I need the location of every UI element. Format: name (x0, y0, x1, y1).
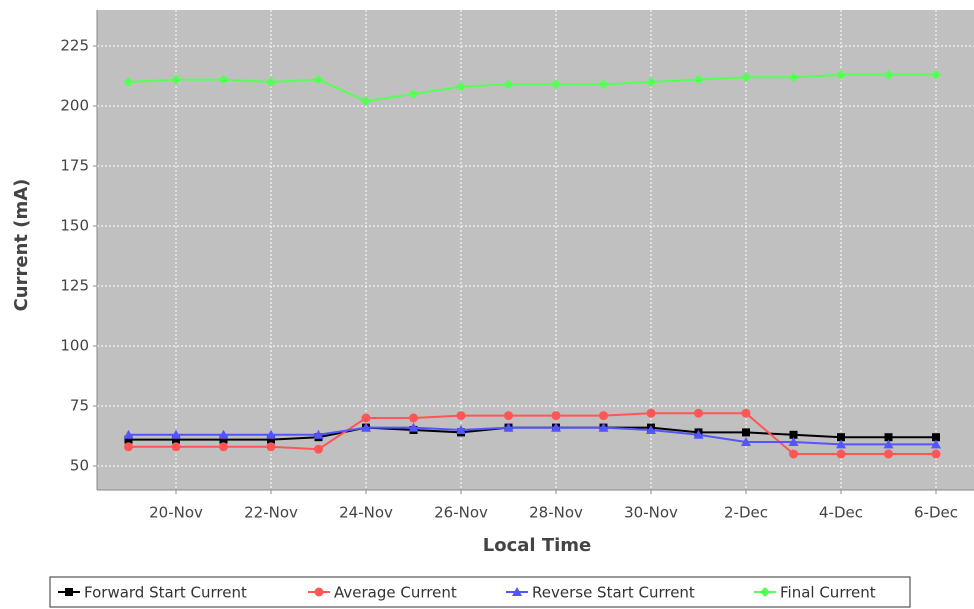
data-point (551, 79, 561, 90)
legend-marker (65, 588, 73, 596)
data-point (267, 435, 275, 444)
data-point (361, 413, 371, 423)
legend-marker (512, 587, 522, 596)
data-point (741, 72, 751, 83)
data-point (789, 430, 798, 439)
data-point (504, 411, 513, 421)
data-point (124, 442, 133, 452)
x-tick-label: 26-Nov (434, 504, 488, 522)
data-point (742, 428, 750, 437)
data-point (646, 408, 656, 418)
series-line (128, 412, 936, 455)
data-point (789, 449, 798, 459)
y-tick-label: 200 (60, 97, 89, 115)
data-point (646, 77, 656, 87)
data-point (361, 96, 371, 107)
x-tick-label: 20-Nov (149, 504, 203, 522)
data-point (741, 408, 751, 418)
data-point (171, 74, 181, 85)
series-line (128, 73, 936, 103)
data-point (646, 425, 656, 434)
data-point (836, 439, 846, 449)
data-point (551, 411, 561, 421)
data-point (313, 74, 324, 85)
x-tick-label: 30-Nov (624, 504, 678, 522)
data-point (314, 444, 323, 454)
data-point (361, 422, 371, 432)
x-axis-label: Local Time (483, 535, 592, 556)
data-point (409, 413, 418, 423)
data-point (598, 79, 609, 90)
y-tick-label: 50 (70, 457, 89, 475)
y-tick-label: 150 (60, 217, 89, 235)
data-point (408, 422, 419, 432)
data-point (931, 69, 941, 80)
y-tick-label: 125 (60, 277, 89, 295)
legend-marker (760, 587, 770, 597)
data-point (932, 433, 940, 442)
data-point (931, 439, 941, 449)
data-point (218, 429, 229, 439)
data-point (171, 442, 181, 452)
data-point (598, 422, 609, 432)
data-point (408, 89, 419, 99)
y-tick-label: 100 (60, 337, 89, 355)
data-point (124, 435, 133, 444)
data-point (171, 429, 181, 439)
x-tick-label: 22-Nov (244, 504, 298, 522)
data-point (172, 435, 180, 444)
data-point (218, 74, 229, 85)
data-point (551, 422, 561, 432)
legend-label: Forward Start Current (84, 584, 247, 602)
data-point (788, 437, 799, 446)
y-tick-label: 175 (60, 157, 89, 175)
data-point (788, 72, 799, 83)
data-point (219, 442, 228, 452)
data-point (599, 411, 608, 421)
y-tick-label: 75 (70, 397, 89, 415)
data-point (884, 433, 893, 442)
data-point (836, 449, 846, 459)
data-point (837, 433, 845, 442)
x-tick-label: 4-Dec (819, 504, 863, 522)
data-point (266, 442, 276, 452)
data-point (219, 435, 228, 444)
data-point (693, 429, 704, 439)
series-line (128, 426, 936, 446)
data-point (884, 449, 893, 459)
data-point (456, 81, 466, 92)
data-point (266, 429, 276, 439)
data-point (503, 422, 514, 432)
legend-label: Final Current (780, 584, 876, 602)
legend-marker (314, 587, 324, 597)
y-axis-label: Current (mA) (11, 179, 32, 312)
data-point (836, 69, 846, 80)
x-tick-label: 24-Nov (339, 504, 393, 522)
data-point (266, 77, 276, 87)
data-point (456, 411, 466, 421)
y-tick-label: 225 (60, 37, 89, 55)
x-tick-label: 2-Dec (724, 504, 768, 522)
data-point (313, 429, 324, 439)
data-point (456, 425, 466, 434)
data-point (123, 77, 134, 87)
x-tick-label: 28-Nov (529, 504, 583, 522)
data-point (694, 408, 703, 418)
legend-label: Reverse Start Current (532, 584, 695, 602)
data-point (883, 439, 894, 449)
legend-label: Average Current (334, 584, 457, 602)
data-point (503, 79, 514, 90)
data-point (883, 69, 894, 80)
data-point (741, 437, 751, 446)
data-point (123, 429, 134, 439)
x-tick-label: 6-Dec (914, 504, 958, 522)
data-point (693, 74, 704, 85)
data-point (931, 449, 941, 459)
plot-area (97, 10, 974, 490)
